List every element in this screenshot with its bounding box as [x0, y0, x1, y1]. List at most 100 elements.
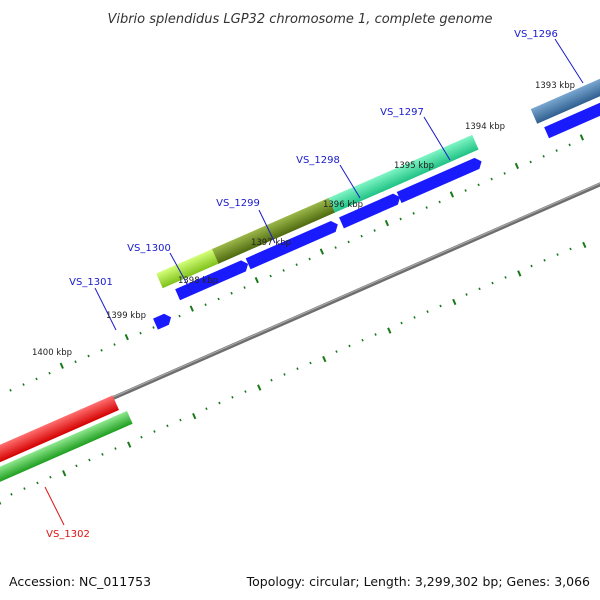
minor-tick — [166, 424, 169, 428]
cds-arrow[interactable] — [245, 219, 341, 270]
minor-tick — [49, 475, 52, 479]
major-tick — [319, 248, 325, 255]
major-tick — [189, 305, 194, 312]
gene-VS_1297-bar[interactable] — [376, 134, 479, 192]
cds-arrow-small[interactable] — [153, 312, 173, 330]
minor-tick — [153, 430, 156, 433]
genome-summary-label: Topology: circular; Length: 3,299,302 bp… — [246, 574, 590, 589]
major-tick — [254, 276, 259, 284]
minor-tick — [439, 304, 442, 308]
minor-tick — [178, 314, 181, 318]
minor-tick — [308, 257, 311, 261]
minor-tick — [139, 331, 142, 335]
minor-tick — [309, 361, 312, 365]
cds-arrow[interactable] — [175, 258, 250, 301]
minor-tick — [426, 310, 429, 314]
gene-VS_1300-bar[interactable] — [156, 249, 219, 289]
minor-tick — [543, 258, 546, 262]
minor-tick — [205, 407, 208, 411]
minor-tick — [114, 447, 117, 450]
kbp-label: 1398 kbp — [178, 276, 218, 286]
major-tick — [384, 219, 390, 227]
minor-tick — [48, 371, 51, 375]
minor-tick — [438, 200, 441, 204]
minor-tick — [74, 360, 77, 364]
major-tick — [579, 134, 585, 141]
minor-tick — [244, 390, 247, 393]
gene-VS_1299-bar[interactable] — [211, 197, 335, 265]
minor-tick — [555, 149, 558, 152]
minor-tick — [218, 401, 221, 405]
minor-tick — [413, 316, 416, 319]
minor-tick — [22, 383, 25, 386]
minor-tick — [269, 274, 272, 278]
minor-tick — [400, 321, 403, 325]
kbp-label: 1395 kbp — [394, 161, 434, 171]
minor-tick — [490, 177, 493, 181]
minor-tick — [477, 183, 480, 187]
major-tick — [192, 413, 197, 420]
minor-tick — [542, 154, 545, 158]
major-tick — [517, 270, 522, 277]
major-tick — [514, 162, 520, 170]
kbp-label: 1397 kbp — [251, 238, 291, 248]
minor-tick — [204, 303, 207, 306]
minor-tick — [491, 281, 494, 285]
minor-tick — [179, 418, 182, 422]
minor-tick — [295, 263, 298, 267]
cds-arrow[interactable] — [396, 156, 484, 203]
minor-tick — [412, 211, 415, 215]
cds-arrow[interactable] — [544, 97, 600, 139]
minor-tick — [230, 291, 233, 295]
cds-arrow[interactable] — [339, 192, 402, 229]
gene-label-VS_1296[interactable]: VS_1296 — [514, 29, 558, 40]
minor-tick — [23, 487, 26, 490]
gene-VS_1296-bar[interactable] — [530, 76, 600, 124]
minor-tick — [152, 326, 155, 329]
gene-label-VS_1302[interactable]: VS_1302 — [46, 529, 90, 540]
gene-label-VS_1298[interactable]: VS_1298 — [296, 155, 340, 166]
minor-tick — [361, 338, 364, 342]
minor-tick — [100, 348, 103, 352]
minor-tick — [425, 206, 428, 209]
minor-tick — [9, 388, 12, 392]
minor-tick — [464, 189, 467, 192]
minor-tick — [399, 217, 402, 221]
minor-tick — [36, 481, 39, 485]
minor-tick — [503, 172, 506, 175]
minor-tick — [283, 373, 286, 376]
minor-tick — [113, 343, 116, 346]
gene-label-VS_1300[interactable]: VS_1300 — [127, 243, 171, 254]
minor-tick — [504, 276, 507, 279]
major-tick — [452, 298, 457, 306]
minor-tick — [231, 395, 234, 399]
gene-VS_1298-bar[interactable] — [327, 176, 385, 214]
kbp-label: 1399 kbp — [106, 311, 146, 321]
major-tick — [62, 470, 67, 477]
minor-tick — [568, 143, 571, 147]
major-tick — [322, 355, 327, 363]
minor-tick — [35, 377, 38, 381]
gene-label-VS_1299[interactable]: VS_1299 — [216, 198, 260, 209]
minor-tick — [101, 452, 104, 456]
gene-label-leaders — [44, 38, 584, 526]
kbp-label: 1396 kbp — [323, 200, 363, 210]
gene-VS_1302-bar[interactable] — [0, 395, 119, 475]
minor-tick — [348, 344, 351, 348]
minor-tick — [529, 160, 532, 164]
minor-tick — [10, 492, 13, 496]
kbp-label: 1393 kbp — [535, 81, 575, 91]
gene-label-VS_1297[interactable]: VS_1297 — [380, 107, 424, 118]
minor-tick — [282, 269, 285, 272]
map-title: Vibrio splendidus LGP32 chromosome 1, co… — [107, 12, 492, 27]
minor-tick — [140, 435, 143, 439]
gene-label-VS_1301[interactable]: VS_1301 — [69, 277, 113, 288]
minor-tick — [569, 247, 572, 251]
minor-tick — [270, 378, 273, 382]
minor-tick — [556, 253, 559, 256]
minor-tick — [75, 464, 78, 468]
major-tick — [59, 362, 64, 369]
major-tick — [387, 327, 392, 334]
minor-tick — [243, 286, 246, 289]
